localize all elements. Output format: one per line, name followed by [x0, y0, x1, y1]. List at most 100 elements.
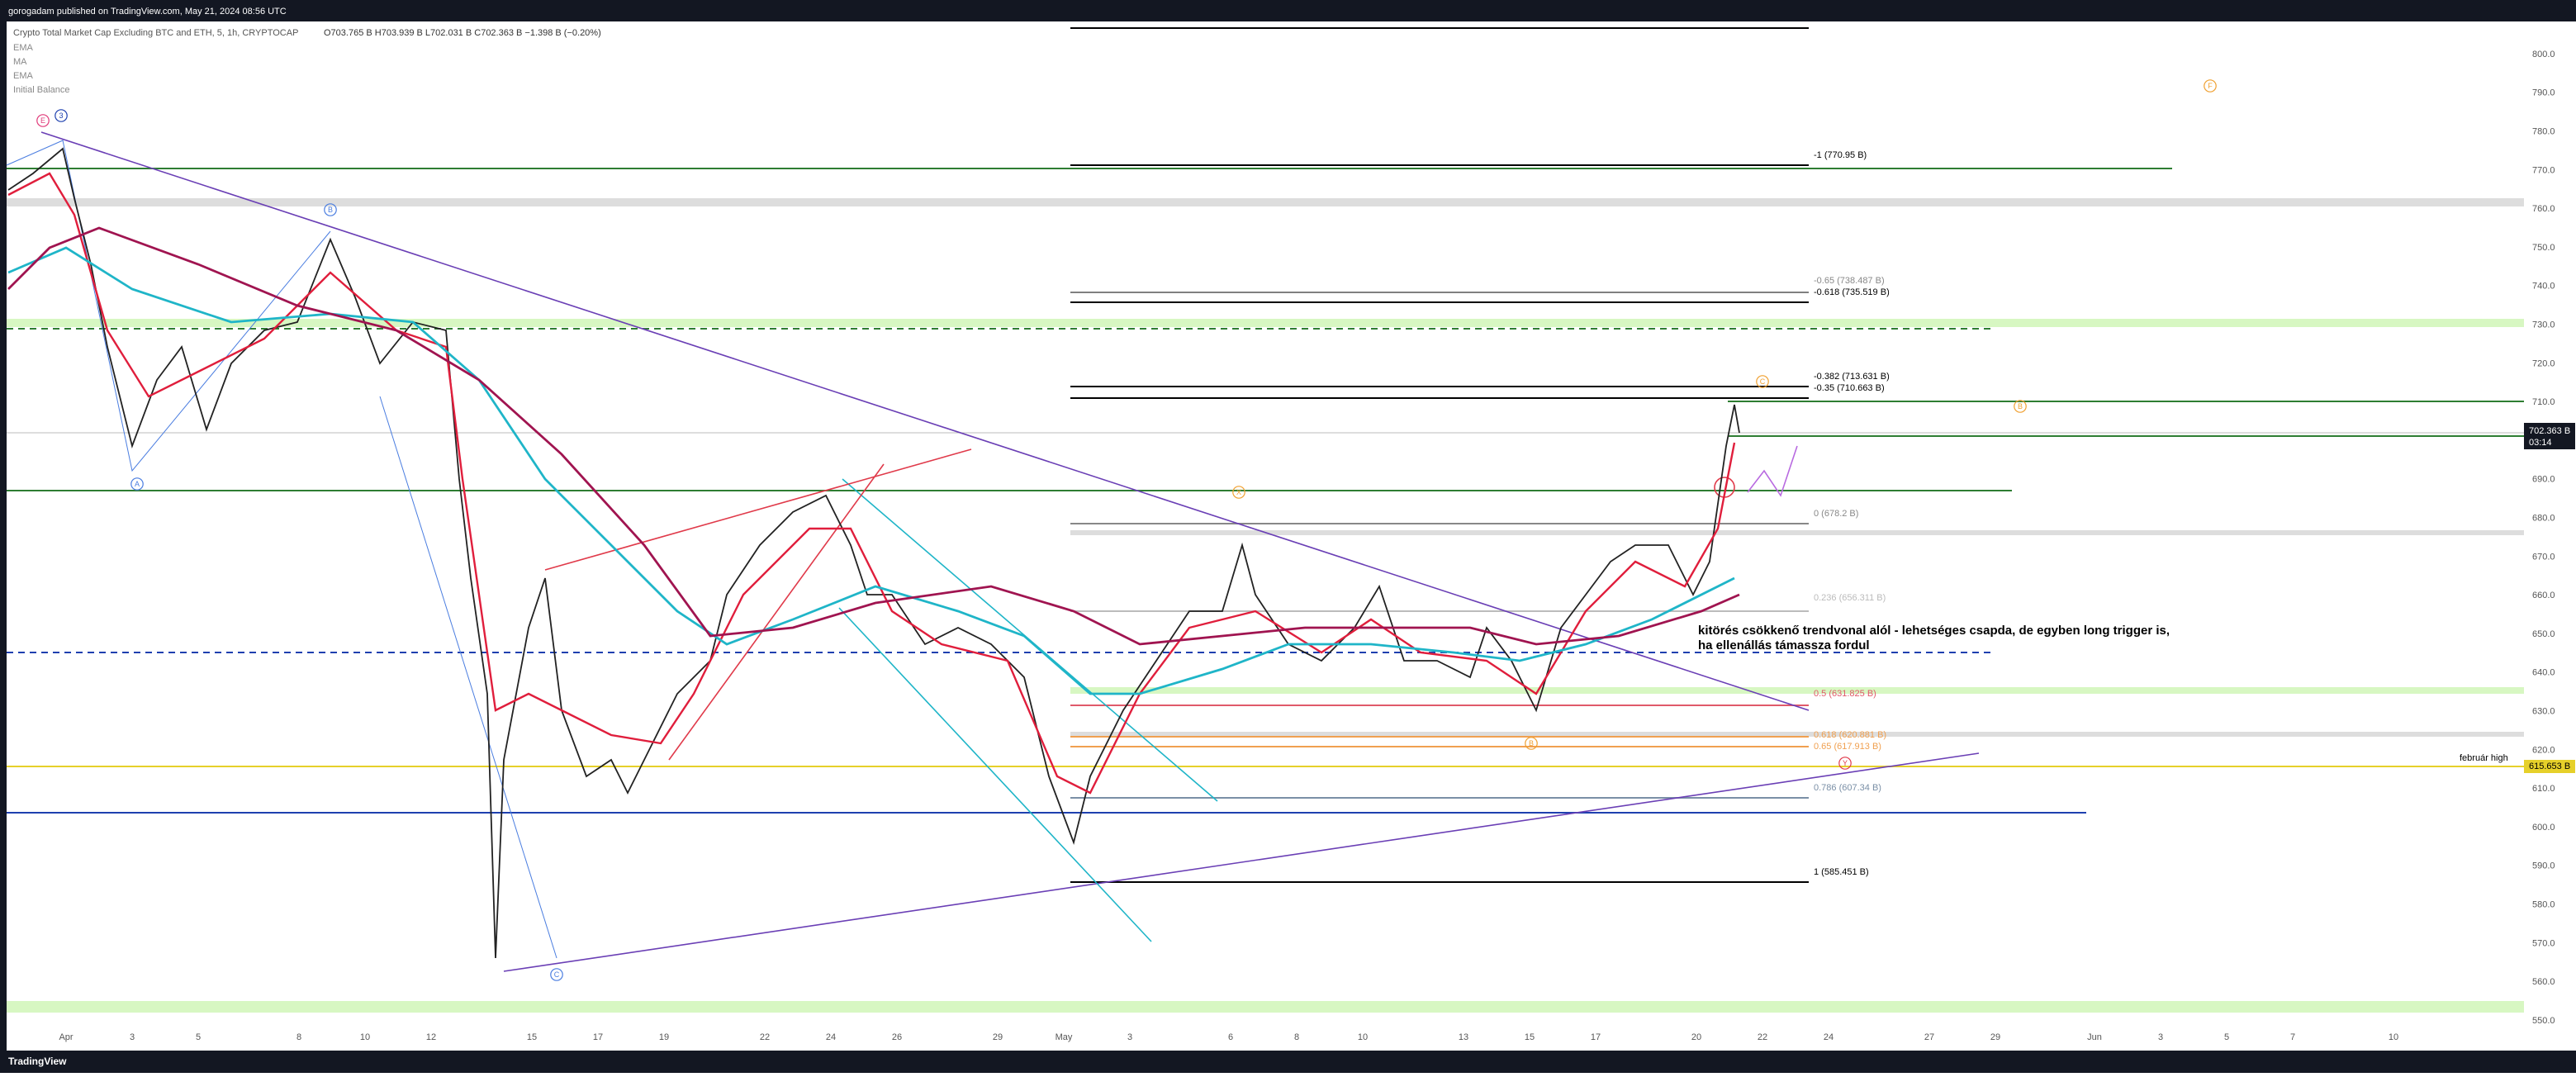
date-label: 5: [2224, 1032, 2229, 1042]
footer-logo: TradingView: [8, 1056, 67, 1067]
fib-labels: -1 (770.95 B) -0.65 (738.487 B)-0.618 (73…: [1814, 150, 1890, 877]
date-label: 3: [1127, 1032, 1132, 1042]
date-label: 22: [760, 1032, 770, 1042]
wave-label: B: [2018, 402, 2023, 410]
trendline: [838, 607, 1152, 942]
wave-label: F: [2208, 82, 2213, 90]
fib-label: 0.236 (656.311 B): [1814, 593, 1886, 603]
date-label: 8: [297, 1032, 301, 1042]
wave-circle: [55, 109, 68, 122]
ema-fast: [7, 172, 1736, 795]
bottom-bar: [0, 1051, 2576, 1073]
date-label: 10: [360, 1032, 370, 1042]
zone: [1070, 687, 2524, 694]
last-price: 702.363 B: [2529, 426, 2570, 436]
zone: [1070, 732, 2524, 737]
zone: [7, 198, 2524, 206]
fib-label: -0.618 (735.519 B): [1814, 287, 1890, 297]
zone: [1070, 530, 2524, 535]
price-label: 560.0: [2532, 977, 2555, 987]
date-label: 12: [426, 1032, 436, 1042]
date-label: 26: [892, 1032, 902, 1042]
price-label: 590.0: [2532, 861, 2555, 871]
fib-label: 0.65 (617.913 B): [1814, 742, 1881, 752]
date-label: Jun: [2087, 1032, 2102, 1042]
date-label: 17: [1591, 1032, 1601, 1042]
fib-label: 0.786 (607.34 B): [1814, 783, 1881, 793]
price-label: 570.0: [2532, 938, 2555, 948]
fib-label: 0.5 (631.825 B): [1814, 689, 1876, 699]
wave-path: [6, 140, 331, 472]
date-label: 6: [1228, 1032, 1233, 1042]
wave-circle: [1838, 757, 1852, 770]
left-edge: [0, 21, 7, 1051]
price-tag: [2524, 423, 2575, 449]
wave-circle: [1756, 375, 1769, 388]
date-label: 22: [1758, 1032, 1767, 1042]
date-label: 7: [2290, 1032, 2295, 1042]
date-label: 10: [2389, 1032, 2398, 1042]
arrow: [1747, 445, 1798, 497]
price-tag: [2524, 760, 2575, 773]
price-label: 750.0: [2532, 243, 2555, 253]
wave-circle: [2204, 79, 2217, 93]
price-label: 730.0: [2532, 320, 2555, 330]
wave-circle: [1525, 737, 1538, 750]
fib-label: 0.618 (620.881 B): [1814, 730, 1886, 740]
annotation: kitörés csökkenő trendvonal alól - lehet…: [1698, 624, 2170, 638]
price-label: 710.0: [2532, 397, 2555, 407]
price-label: 760.0: [2532, 204, 2555, 214]
date-label: 17: [593, 1032, 603, 1042]
trendline: [379, 396, 557, 959]
date-label: 5: [196, 1032, 201, 1042]
price-label: 800.0: [2532, 50, 2555, 59]
indicator: EMA: [13, 43, 34, 53]
fib-label: -0.65 (738.487 B): [1814, 276, 1885, 286]
wave-label: X: [1236, 488, 1241, 496]
annotation: ha ellenállás támassza fordul: [1698, 638, 1870, 652]
price-label: 550.0: [2532, 1016, 2555, 1026]
price-label: 770.0: [2532, 165, 2555, 175]
date-label: 13: [1459, 1032, 1468, 1042]
price-label: 740.0: [2532, 282, 2555, 292]
wave-label: A: [135, 480, 140, 488]
zone: [7, 319, 2524, 327]
date-label: May: [1056, 1032, 1073, 1042]
wave-label: 3: [59, 111, 63, 120]
price-axis: 800.0 790.0 780.0 770.0 760.0 750.0 740.0 730.0…: [2532, 50, 2555, 1026]
level-label: február high: [2460, 753, 2508, 763]
wave-label: Y: [1843, 759, 1848, 767]
date-axis: Apr 3 5 8 10 12 15 17 19 22 24 26 29 May 3 6 8 10 13 15 17 20…: [59, 1032, 2398, 1042]
wave-circle: [1232, 486, 1245, 499]
wave-label: C: [1760, 377, 1766, 386]
wave-label: E: [40, 116, 45, 125]
fib-label: 1 (585.451 B): [1814, 867, 1869, 877]
ohlc: O703.765 B H703.939 B L702.031 B C702.36…: [324, 28, 601, 38]
date-label: 8: [1294, 1032, 1299, 1042]
level-price: 615.653 B: [2529, 761, 2570, 771]
fib-label: 0 (678.2 B): [1814, 509, 1858, 519]
indicator: EMA: [13, 71, 34, 81]
publisher: gorogadam published on TradingView.com, …: [8, 7, 287, 17]
wave-label: B: [1529, 739, 1534, 747]
date-label: 10: [1358, 1032, 1368, 1042]
countdown: 03:14: [2529, 438, 2552, 448]
date-label: 24: [1824, 1032, 1834, 1042]
date-label: 24: [826, 1032, 836, 1042]
date-label: 29: [1990, 1032, 2000, 1042]
price-label: 780.0: [2532, 127, 2555, 137]
fib-label: -0.382 (713.631 B): [1814, 372, 1890, 382]
trendline: [668, 463, 885, 761]
indicator: MA: [13, 57, 27, 67]
price-label: 580.0: [2532, 900, 2555, 910]
indicator: Initial Balance: [13, 85, 70, 95]
fib-label: -0.35 (710.663 B): [1814, 383, 1885, 393]
price-label: 620.0: [2532, 745, 2555, 755]
price-label: 720.0: [2532, 358, 2555, 368]
wave-label: C: [554, 970, 560, 979]
trendline: [503, 752, 1980, 972]
trendline: [40, 131, 1810, 711]
zones: [7, 198, 2524, 1013]
price-label: 610.0: [2532, 784, 2555, 794]
